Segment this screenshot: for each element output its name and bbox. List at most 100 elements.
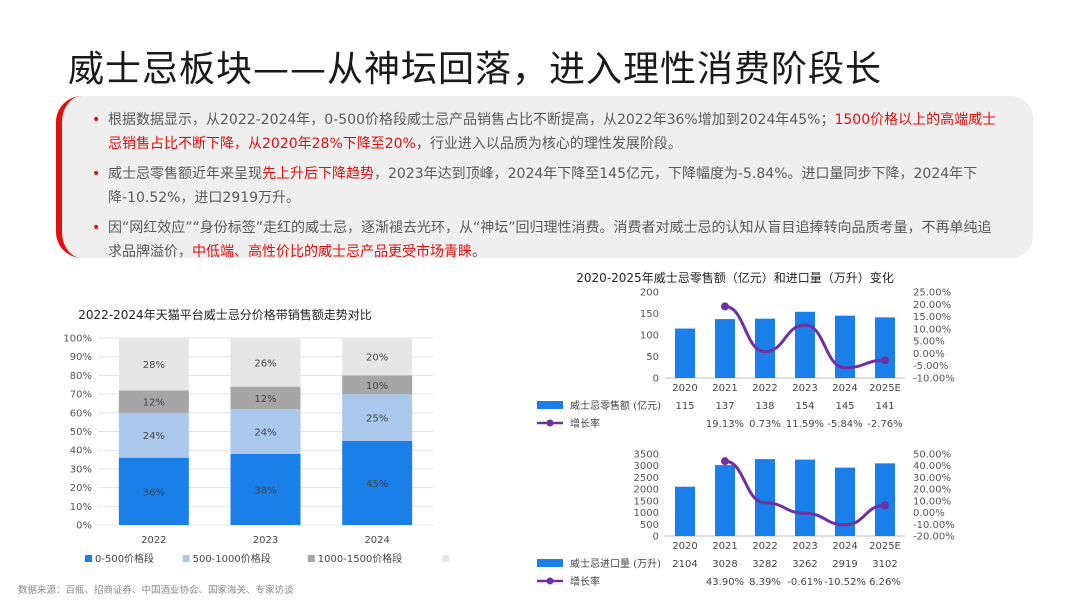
legend-marker [546, 577, 554, 585]
y-tick-label: 2500 [634, 473, 659, 484]
y-tick-label: 60% [70, 408, 92, 419]
data-label: 12% [254, 394, 276, 405]
x-tick-label: 2023 [792, 541, 817, 552]
highlight-text: 从2020年28%下降至20% [248, 136, 416, 152]
legend-swatch [182, 555, 190, 562]
legend-swatch [537, 559, 563, 567]
x-tick-label: 2024 [364, 535, 389, 546]
data-label: 45% [366, 479, 388, 490]
y-tick-label: 1000 [634, 508, 659, 519]
legend-label: 威士忌零售额 (亿元) [570, 399, 661, 412]
y-tick-label: 100% [63, 334, 92, 345]
data-table-growth: 6.26% [869, 577, 901, 588]
summary-bullets: 根据数据显示，从2022-2024年，0-500价格段威士忌产品销售占比不断提高… [92, 108, 997, 270]
y-tick-label: 150 [640, 309, 659, 320]
data-label: 26% [254, 358, 276, 369]
y-tick-label: 70% [70, 390, 92, 401]
bar [715, 465, 735, 536]
legend-swatch [85, 555, 92, 562]
y2-tick-label: 25.00% [913, 288, 951, 299]
data-label: 36% [143, 487, 165, 498]
y-tick-label: 0% [76, 521, 92, 532]
growth-point [721, 457, 729, 466]
growth-point [881, 501, 889, 510]
summary-bullet: 根据数据显示，从2022-2024年，0-500价格段威士忌产品销售占比不断提高… [92, 108, 997, 156]
bar [715, 319, 735, 378]
y2-tick-label: 5.00% [913, 337, 945, 348]
y-tick-label: 500 [640, 520, 659, 531]
bar [675, 486, 695, 536]
x-tick-label: 2024 [832, 383, 857, 394]
growth-line [724, 304, 886, 370]
bar-segment [230, 409, 301, 454]
bar [875, 463, 895, 536]
data-label: 20% [366, 353, 388, 364]
chart-title: 2022-2024年天猫平台威士忌分价格带销售额走势对比 [78, 307, 371, 322]
bar-segment [342, 338, 413, 376]
legend-label: 增长率 [570, 575, 600, 588]
y-tick-label: 50 [646, 352, 659, 363]
bullet-text: 。 [472, 244, 486, 260]
legend-label: 0-500价格段 [95, 552, 154, 565]
bar [835, 315, 855, 378]
chart-title: 2020-2025年威士忌零售额（亿元）和进口量（万升）变化 [576, 270, 893, 285]
bullet-text: ，行业进入以品质为核心的理性发展阶段。 [415, 136, 682, 152]
data-source: 数据来源：百瓶、招商证券、中国酒业协会、国家海关、专家访谈 [18, 585, 294, 596]
data-table-value: 2104 [672, 559, 697, 570]
y-tick-label: 0 [653, 532, 659, 543]
y-tick-label: 2000 [634, 485, 659, 496]
bullet-text: 威士忌零售额近年来呈现 [108, 166, 262, 182]
growth-point [721, 302, 729, 311]
page-title: 威士忌板块——从神坛回落，进入理性消费阶段长 [68, 49, 883, 90]
bullet-text: ，2023年达到顶峰，2024年下降至145亿元，下降幅度为-5.84%。进口量… [108, 166, 978, 206]
growth-line [724, 459, 886, 527]
x-tick-label: 2025E [869, 383, 901, 394]
bar-segment [118, 338, 189, 391]
y2-tick-label: 10.00% [913, 496, 951, 507]
data-table-value: 138 [755, 401, 774, 412]
legend-swatch [537, 401, 563, 409]
y-tick-label: 3000 [634, 461, 659, 472]
y-tick-label: 40% [70, 446, 92, 457]
x-tick-label: 2021 [712, 383, 737, 394]
data-label: 12% [143, 398, 165, 409]
y2-tick-label: 30.00% [913, 473, 951, 484]
y2-tick-label: -20.00% [913, 532, 955, 543]
bar [795, 311, 815, 378]
y-tick-label: 80% [70, 371, 92, 382]
y2-tick-label: -10.00% [913, 374, 955, 385]
data-label: 28% [143, 360, 165, 371]
legend-label: 500-1000价格段 [193, 552, 271, 565]
y-tick-label: 0 [653, 374, 659, 385]
legend-label: 威士忌进口量 (万升) [570, 557, 661, 570]
data-table-value: 3102 [872, 559, 897, 570]
x-tick-label: 2023 [792, 383, 817, 394]
data-table-value: 3028 [712, 559, 737, 570]
bar [755, 318, 775, 378]
x-tick-label: 2024 [832, 541, 857, 552]
bullet-text: 1500价格以上的高端威士忌销售占比不断下降， [108, 112, 997, 152]
legend-marker [546, 419, 554, 427]
x-tick-label: 2020 [672, 383, 697, 394]
bullet-text: 因“网红效应”“身份标签”走红的威士忌，逐渐褪去光环，从“神坛”回归理性消费。消… [108, 220, 992, 260]
data-table-value: 141 [875, 401, 894, 412]
y2-tick-label: 40.00% [913, 461, 951, 472]
data-label: 25% [366, 413, 388, 424]
y2-tick-label: -5.00% [913, 361, 948, 372]
data-table-value: 145 [835, 401, 854, 412]
y2-tick-label: 15.00% [913, 312, 951, 323]
y2-tick-label: 20.00% [913, 300, 951, 311]
bar-segment [230, 338, 301, 387]
summary-accent [56, 96, 96, 258]
bar [835, 467, 855, 536]
data-table-value: 154 [795, 401, 814, 412]
y-tick-label: 3500 [634, 450, 659, 461]
data-table-growth: -5.84% [827, 419, 862, 430]
data-table-value: 115 [675, 401, 694, 412]
data-table-value: 3282 [752, 559, 777, 570]
highlight-text: 中低端、高性价比的威士忌产品更受市场青睐 [192, 244, 472, 260]
bar-segment [230, 453, 301, 525]
x-tick-label: 2025E [869, 541, 901, 552]
highlight-text: 先上升后下降趋势 [262, 166, 374, 182]
